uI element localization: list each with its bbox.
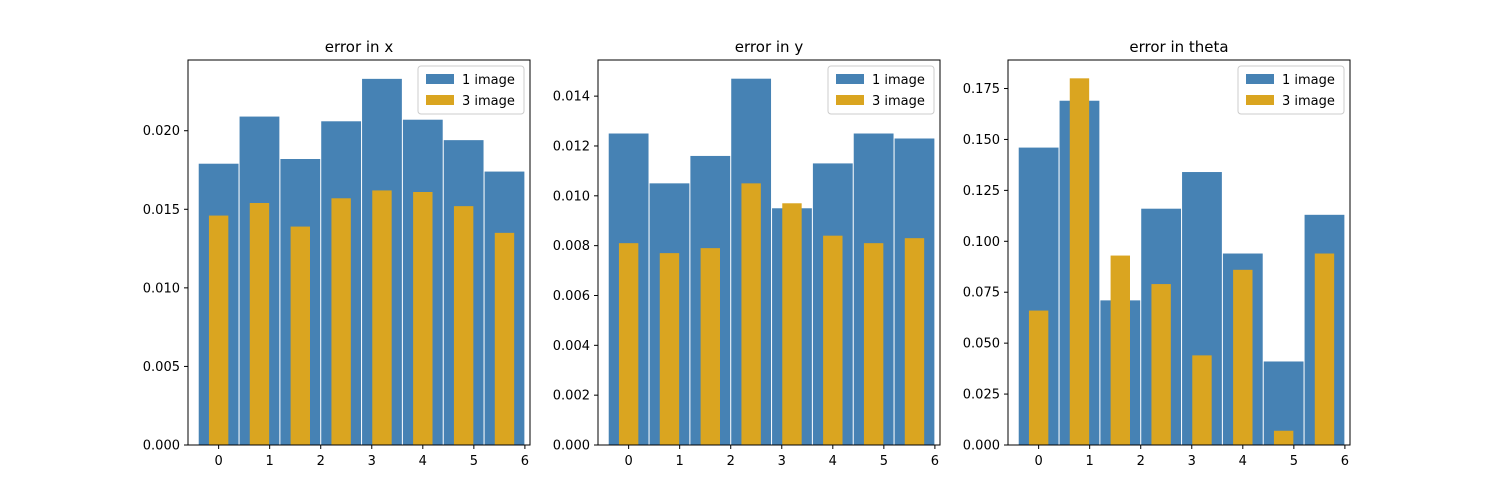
y-tick-label: 0.010: [143, 281, 180, 296]
bar-three-image-5: [823, 235, 843, 445]
x-tick-label: 5: [1290, 454, 1298, 469]
y-tick-label: 0.004: [553, 339, 590, 354]
bar-three-image-0: [1028, 310, 1049, 445]
y-tick-label: 0.000: [963, 439, 1000, 454]
y-tick-label: 0.175: [963, 82, 1000, 97]
y-tick-label: 0.012: [553, 139, 590, 154]
x-tick-label: 4: [829, 454, 837, 469]
y-tick-label: 0.014: [553, 90, 590, 105]
y-tick-label: 0.008: [553, 239, 590, 254]
y-tick-label: 0.006: [553, 289, 590, 304]
bar-three-image-2: [700, 248, 720, 445]
axes-frame: [597, 59, 941, 446]
x-tick-label: 2: [317, 454, 325, 469]
x-tick-label: 3: [778, 454, 786, 469]
x-tick-label: 4: [1239, 454, 1247, 469]
y-tick-label: 0.125: [963, 184, 1000, 199]
bar-three-image-6: [863, 243, 884, 445]
x-tick-label: 6: [931, 454, 939, 469]
bar-three-image-6: [1273, 430, 1294, 445]
y-tick-label: 0.010: [553, 189, 590, 204]
bar-three-image-4: [1192, 355, 1212, 445]
y-tick-label: 0.020: [143, 124, 180, 139]
bar-three-image-2: [1110, 255, 1130, 445]
chart-panel-2: error in theta 0 1 2 3 4 5 6 0.000 0.025 0.050 0.07…: [963, 38, 1351, 469]
legend-label-0: 1 image: [462, 73, 515, 88]
axes-frame: [187, 59, 531, 446]
bar-three-image-1: [659, 253, 680, 445]
legend-label-0: 1 image: [1282, 73, 1335, 88]
x-tick-label: 2: [727, 454, 735, 469]
y-tick-label: 0.100: [963, 235, 1000, 250]
x-tick-label: 2: [1137, 454, 1145, 469]
bar-three-image-4: [782, 203, 802, 445]
x-tick-label: 5: [470, 454, 478, 469]
chart-title: error in y: [735, 38, 804, 56]
legend: 1 image 3 image: [1237, 65, 1345, 115]
y-tick-label: 0.015: [143, 203, 180, 218]
bar-three-image-1: [1069, 78, 1090, 445]
bar-three-image-4: [372, 190, 392, 445]
bar-three-image-7: [494, 232, 515, 445]
x-tick-label: 3: [368, 454, 376, 469]
bar-three-image-3: [741, 183, 761, 445]
axes-frame: [1007, 59, 1351, 446]
legend-swatch-1: [1246, 95, 1274, 105]
bar-three-image-7: [904, 238, 925, 445]
legend-swatch-0: [836, 74, 864, 84]
legend-label-0: 1 image: [872, 73, 925, 88]
bar-three-image-2: [290, 226, 310, 445]
x-tick-label: 4: [419, 454, 427, 469]
x-tick-label: 0: [214, 454, 222, 469]
bar-three-image-0: [208, 215, 229, 445]
bar-three-image-0: [618, 243, 639, 445]
x-tick-label: 0: [1034, 454, 1042, 469]
x-tick-label: 0: [624, 454, 632, 469]
legend-swatch-0: [1246, 74, 1274, 84]
bar-three-image-3: [1151, 284, 1171, 445]
y-tick-label: 0.025: [963, 388, 1000, 403]
x-tick-label: 5: [880, 454, 888, 469]
legend: 1 image 3 image: [417, 65, 525, 115]
x-tick-label: 6: [521, 454, 529, 469]
x-tick-label: 1: [1086, 454, 1094, 469]
legend-swatch-1: [836, 95, 864, 105]
x-tick-label: 1: [266, 454, 274, 469]
chart-panel-0: error in x 0 1 2 3 4 5 6 0.000 0.005 0.010 0.015 0.0…: [143, 38, 531, 469]
bar-three-image-6: [453, 206, 474, 445]
bar-three-image-7: [1314, 253, 1335, 445]
bar-three-image-5: [1233, 269, 1253, 445]
x-tick-label: 1: [676, 454, 684, 469]
chart-title: error in theta: [1129, 38, 1228, 56]
y-tick-label: 0.050: [963, 337, 1000, 352]
legend-swatch-1: [426, 95, 454, 105]
bar-three-image-1: [249, 203, 270, 445]
y-tick-label: 0.075: [963, 286, 1000, 301]
legend-label-1: 3 image: [872, 94, 925, 109]
x-tick-label: 6: [1341, 454, 1349, 469]
legend-label-1: 3 image: [462, 94, 515, 109]
chart-panel-1: error in y 0 1 2 3 4 5 6 0.000 0.002 0.004 0.006 0.0…: [553, 38, 941, 469]
y-tick-label: 0.005: [143, 360, 180, 375]
bar-three-image-3: [331, 198, 351, 445]
y-tick-label: 0.000: [143, 439, 180, 454]
bar-three-image-5: [413, 192, 433, 445]
x-tick-label: 3: [1188, 454, 1196, 469]
legend-label-1: 3 image: [1282, 94, 1335, 109]
y-tick-label: 0.150: [963, 133, 1000, 148]
y-tick-label: 0.000: [553, 439, 590, 454]
legend: 1 image 3 image: [827, 65, 935, 115]
y-tick-label: 0.002: [553, 389, 590, 404]
legend-swatch-0: [426, 74, 454, 84]
chart-title: error in x: [325, 38, 394, 56]
